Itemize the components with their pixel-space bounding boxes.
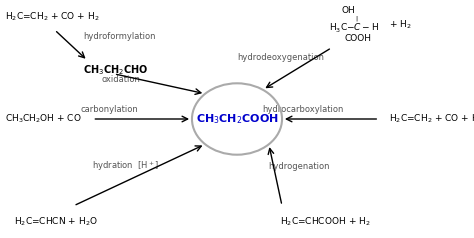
Text: COOH: COOH xyxy=(345,34,371,43)
Text: H$_2$C=CHCOOH + H$_2$: H$_2$C=CHCOOH + H$_2$ xyxy=(280,215,370,228)
Text: CH$_3$CH$_2$CHO: CH$_3$CH$_2$CHO xyxy=(83,63,148,77)
Text: oxidation: oxidation xyxy=(102,75,141,84)
Text: H$_3$C$-\overset{|}{C}-$H: H$_3$C$-\overset{|}{C}-$H xyxy=(329,15,380,35)
Text: OH: OH xyxy=(341,6,356,15)
Text: hydrocarboxylation: hydrocarboxylation xyxy=(263,105,344,114)
Text: hydroformylation: hydroformylation xyxy=(83,32,155,41)
Text: + H$_2$: + H$_2$ xyxy=(389,19,411,31)
Text: hydrogenation: hydrogenation xyxy=(268,162,329,171)
Text: H$_2$C=CHCN + H$_2$O: H$_2$C=CHCN + H$_2$O xyxy=(14,215,98,228)
Text: H$_2$C=CH$_2$ + CO + H$_2$O: H$_2$C=CH$_2$ + CO + H$_2$O xyxy=(389,113,474,125)
Text: CH$_3$CH$_2$COOH: CH$_3$CH$_2$COOH xyxy=(195,112,279,126)
Text: H$_2$C=CH$_2$ + CO + H$_2$: H$_2$C=CH$_2$ + CO + H$_2$ xyxy=(5,10,99,23)
Text: CH$_3$CH$_2$OH + CO: CH$_3$CH$_2$OH + CO xyxy=(5,113,82,125)
Text: hydration  [H$^+$]: hydration [H$^+$] xyxy=(92,160,159,174)
Text: hydrodeoxygenation: hydrodeoxygenation xyxy=(237,53,324,62)
Text: carbonylation: carbonylation xyxy=(80,105,138,114)
